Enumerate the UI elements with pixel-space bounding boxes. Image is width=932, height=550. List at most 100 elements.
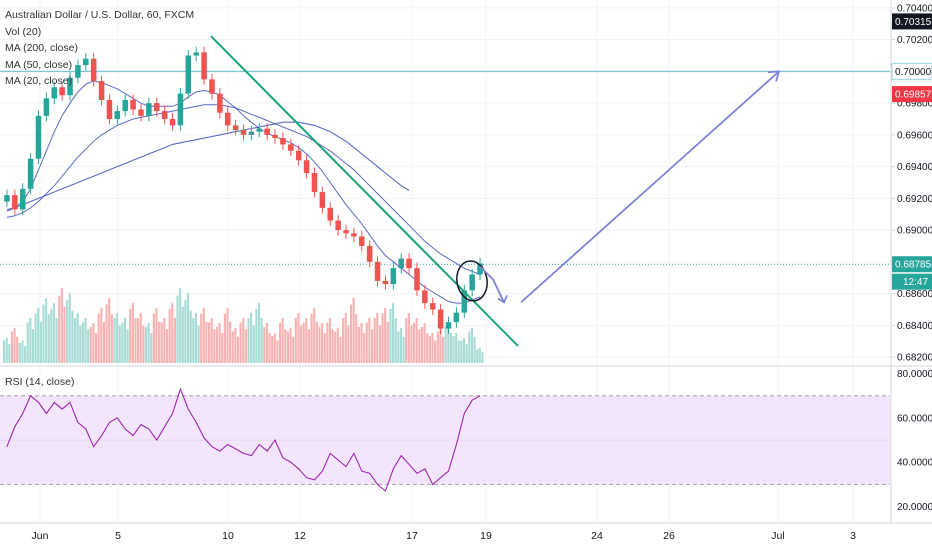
price-tick-label: 0.70200 (897, 35, 932, 46)
volume-bar (176, 295, 179, 363)
candle-body (114, 111, 121, 120)
candle-body (374, 261, 381, 281)
indicator-vol[interactable]: Vol (20) (5, 25, 42, 38)
candle-body (169, 119, 176, 126)
price-axis-label-box (892, 273, 932, 290)
candle-body (288, 144, 294, 151)
volume-bar (34, 313, 37, 363)
volume-bar (389, 309, 392, 363)
price-axis-label: 0.69857 (892, 86, 932, 103)
volume-bar (229, 321, 232, 363)
candle-body (75, 65, 81, 78)
volume-bar (105, 304, 108, 363)
volume-bar (313, 308, 316, 363)
candle-body (351, 233, 357, 237)
volume-bar (265, 323, 268, 363)
volume-bar (123, 318, 127, 363)
volume-bar (420, 327, 424, 363)
volume-bar (76, 313, 79, 363)
time-tick-label: Jun (32, 530, 49, 542)
volume-bar (52, 303, 56, 363)
volume-bar (336, 328, 339, 363)
price-axis-label: 12:47 (892, 273, 932, 290)
candle-body (35, 115, 42, 159)
volume-bar (68, 293, 71, 363)
volume-bar (460, 340, 463, 363)
volume-bar (92, 323, 95, 363)
candle-body (398, 258, 404, 269)
pullback-arrowhead (497, 294, 508, 304)
candle-body (19, 188, 26, 210)
volume-bar (357, 327, 360, 363)
volume-bar (273, 333, 276, 363)
candle-body (51, 87, 58, 99)
candle-body (90, 58, 97, 81)
volume-bar (349, 304, 353, 363)
candle-body (232, 125, 239, 131)
candle-body (264, 128, 270, 135)
volume-bar (171, 303, 174, 363)
volume-bar (257, 303, 261, 363)
volume-bar (278, 322, 282, 363)
price-axis-label-text: 12:47 (903, 277, 928, 288)
volume-bar (87, 329, 90, 363)
indicator-ma50[interactable]: MA (50, close) (5, 58, 73, 71)
price-tick-label: 0.69800 (897, 99, 932, 110)
volume-bar (300, 325, 303, 363)
candle-body (27, 158, 34, 189)
price-axis-label-box (892, 256, 932, 273)
volume-bar (221, 333, 224, 363)
time-tick-label: 12 (294, 530, 306, 542)
time-tick-label: 17 (406, 530, 418, 542)
volume-bar (181, 306, 184, 363)
volume-bar (457, 340, 460, 363)
volume-bar (60, 288, 63, 363)
volume-bar (418, 329, 421, 363)
volume-bar (73, 318, 77, 363)
price-axis-label-box (892, 13, 932, 30)
volume-bar (155, 308, 158, 363)
candle-body (201, 52, 207, 80)
volume-bar (465, 344, 468, 363)
candle-body (67, 77, 73, 96)
volume-bar (302, 322, 305, 363)
volume-bar (399, 328, 403, 363)
volume-bar (173, 318, 176, 363)
target-arrowhead (767, 70, 781, 82)
volume-bar (31, 329, 35, 363)
indicator-ma20[interactable]: MA (20, close) (5, 75, 73, 87)
candle-body (240, 130, 247, 135)
volume-bar (473, 336, 476, 363)
volume-bar (244, 329, 247, 363)
chart-legend: Australian Dollar / U.S. Dollar, 60, FXC… (5, 7, 194, 90)
volume-bar (263, 327, 266, 363)
volume-bar (129, 309, 132, 363)
volume-bar (139, 313, 142, 363)
volume-bar (213, 329, 216, 363)
volume-bar (334, 331, 337, 363)
pullback-arrow (479, 265, 505, 303)
candle-body (177, 93, 184, 126)
candle-body (390, 268, 397, 285)
volume-bar (110, 314, 113, 363)
candle-body (280, 138, 286, 145)
candle-body (224, 112, 231, 126)
chart-title: Australian Dollar / U.S. Dollar, 60, FXC… (5, 9, 195, 21)
volume-bar (381, 313, 384, 363)
volume-bar (239, 322, 242, 363)
rsi-legend[interactable]: RSI (14, close) (5, 376, 75, 388)
volume-bar (24, 346, 27, 363)
indicator-ma200[interactable]: MA (200, close) (5, 42, 78, 54)
volume-bar (205, 321, 208, 363)
volume-bar (39, 321, 42, 363)
volume-bar (342, 318, 345, 363)
volume-bar (355, 314, 358, 363)
volume-bar (108, 298, 111, 363)
volume-bar (192, 318, 195, 363)
candle-body (4, 195, 10, 202)
volume-bar (384, 308, 387, 363)
volume-bar (97, 313, 100, 363)
rsi-tick-label: 40.0000 (897, 458, 932, 469)
volume-bar (413, 322, 416, 363)
